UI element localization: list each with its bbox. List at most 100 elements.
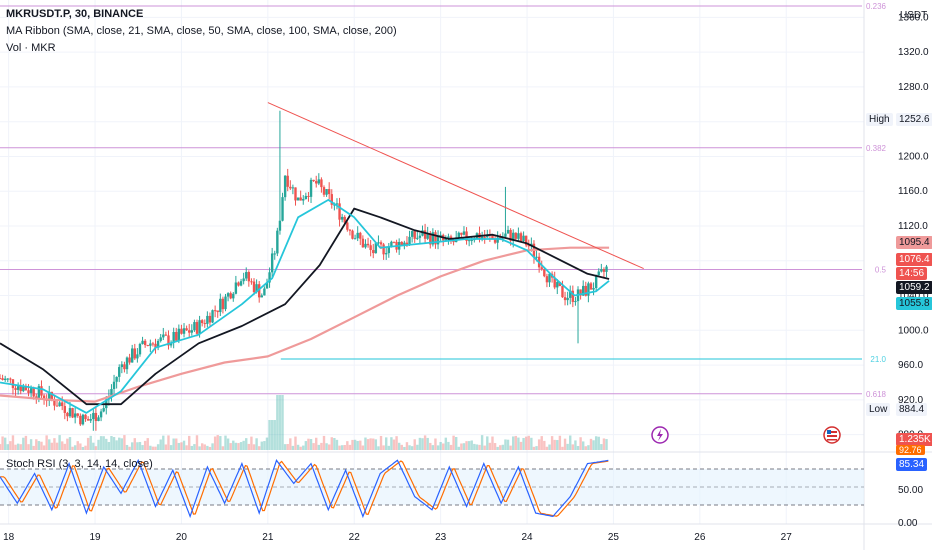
horizontal-level: 21.0 <box>280 355 887 364</box>
volume-bars <box>0 395 608 450</box>
stoch-rsi-legend[interactable]: Stoch RSI (3, 3, 14, 14, close) <box>6 458 153 470</box>
volume-bar <box>382 445 385 450</box>
time-tick-label: 25 <box>608 532 620 543</box>
stoch-d-tag: 92.76 <box>896 445 925 455</box>
candle-body <box>213 310 217 312</box>
volume-bar <box>89 435 92 450</box>
candle-body <box>527 245 530 247</box>
volume-bar <box>553 439 556 450</box>
candle-body <box>177 328 181 341</box>
volume-bar <box>260 441 263 450</box>
candle-body <box>162 334 165 338</box>
volume-bar <box>486 436 489 450</box>
ma-ribbon-legend[interactable]: MA Ribbon (SMA, close, 21, SMA, close, 5… <box>6 25 397 37</box>
candle-body <box>356 232 359 239</box>
candle-body <box>167 335 170 346</box>
volume-bar <box>392 439 396 450</box>
volume-bar <box>232 440 235 450</box>
volume-bar <box>146 438 149 450</box>
candle-body <box>84 414 87 420</box>
volume-bar <box>491 436 494 450</box>
volume-bar <box>45 435 48 450</box>
candle-body <box>232 293 235 299</box>
ma200-tag: 1095.4 <box>896 236 932 249</box>
candle-body <box>602 269 606 272</box>
us-flag-icon[interactable] <box>823 426 841 444</box>
volume-bar <box>92 442 95 450</box>
last-price-tag: 1076.4 <box>896 253 932 266</box>
volume-bar <box>377 446 380 450</box>
volume-bar <box>475 444 479 450</box>
volume-bar <box>200 443 204 450</box>
candle-body <box>302 198 305 201</box>
volume-bar <box>278 395 282 450</box>
price-tick-label: 1000.0 <box>898 325 929 336</box>
volume-bar <box>514 435 518 450</box>
volume-legend[interactable]: Vol · MKR <box>6 42 56 54</box>
volume-bar <box>322 435 326 450</box>
candle-body <box>156 340 160 348</box>
volume-bar <box>356 440 359 450</box>
volume-bar <box>563 438 567 450</box>
volume-tag: 1.235K <box>896 433 932 446</box>
volume-bar <box>53 438 56 450</box>
ma-ribbon-lines <box>0 198 610 414</box>
volume-bar <box>509 445 512 450</box>
candle-body <box>377 242 380 244</box>
volume-bar <box>457 446 460 450</box>
lightning-icon[interactable] <box>651 426 669 444</box>
candle-body <box>366 243 370 246</box>
time-axis[interactable]: 18 19 20 21 22 23 24 25 26 27 <box>3 532 792 543</box>
candle-body <box>188 330 191 333</box>
candle-body <box>208 315 212 323</box>
candle-body <box>548 273 551 283</box>
candle-body <box>600 269 603 272</box>
candle-body <box>418 235 422 238</box>
ma50-tag: 1059.2 <box>896 281 932 294</box>
candle-body <box>195 322 199 334</box>
time-tick-label: 21 <box>262 532 274 543</box>
price-axis[interactable]: 1360.01320.01280.01240.01200.01160.01120… <box>898 12 929 440</box>
candle-body <box>457 232 460 238</box>
candle-body <box>115 376 118 382</box>
candle-body <box>242 278 245 282</box>
candle-body <box>146 345 149 347</box>
volume-bar <box>421 438 424 450</box>
volume-bar <box>395 436 398 450</box>
candle-body <box>325 189 328 195</box>
volume-bar <box>413 439 416 450</box>
volume-bar <box>138 441 142 450</box>
volume-bar <box>167 435 170 450</box>
candle-body <box>294 187 297 201</box>
candle-body <box>307 195 310 197</box>
volume-bar <box>27 444 30 450</box>
volume-bar <box>35 439 38 450</box>
candle-body <box>66 412 69 417</box>
currency-label[interactable]: USDT <box>900 10 928 21</box>
candle-body <box>460 232 463 235</box>
volume-bar <box>473 443 476 450</box>
candle-body <box>3 378 7 380</box>
stoch-tick-label: 50.00 <box>898 485 923 496</box>
volume-bar <box>276 395 279 450</box>
volume-bar <box>216 435 219 450</box>
volume-bar <box>50 442 54 450</box>
candle-body <box>143 340 147 346</box>
chart-title[interactable]: MKRUSDT.P, 30, BINANCE <box>6 8 144 20</box>
volume-bar <box>24 435 28 450</box>
candle-body <box>53 398 56 406</box>
volume-bar <box>203 444 206 450</box>
candle-body <box>447 236 450 240</box>
volume-bar <box>317 444 321 450</box>
volume-bar <box>112 437 116 450</box>
candle-body <box>434 232 437 245</box>
countdown-tag: 14:56 <box>896 267 928 280</box>
volume-bar <box>3 437 7 450</box>
volume-bar <box>258 446 261 450</box>
volume-bar <box>294 436 297 450</box>
candle-body <box>483 236 486 238</box>
candle-body <box>283 175 287 198</box>
volume-bar <box>600 444 603 450</box>
candle-body <box>405 242 409 245</box>
